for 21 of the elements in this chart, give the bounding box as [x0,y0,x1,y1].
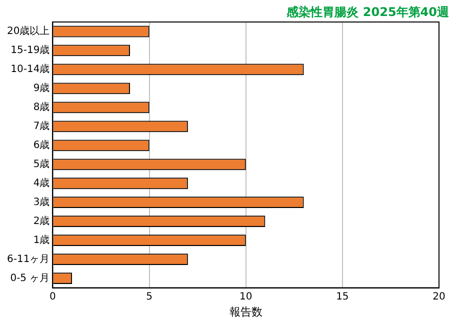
y-tick-label: 1歳 [33,234,50,246]
x-tick-label: 10 [239,291,252,302]
x-tick-label: 15 [336,291,349,302]
y-tick-label: 10-14歳 [10,63,50,76]
y-tick-label: 6歳 [33,139,50,151]
y-tick-label: 20歳以上 [6,25,50,38]
y-tick-label: 5歳 [33,158,50,170]
chart-title: 感染性胃腸炎 2025年第40週 [286,4,449,21]
y-tick-label: 7歳 [33,120,50,132]
x-tick-label: 5 [146,291,152,302]
y-tick-label: 9歳 [33,82,50,94]
x-tick-label: 20 [432,291,446,302]
x-tick-label: 0 [50,291,56,302]
y-tick-label: 3歳 [33,196,50,208]
y-tick-label: 0-5 ヶ月 [10,272,50,284]
y-tick-label: 4歳 [33,176,50,189]
y-tick-label: 8歳 [33,101,50,114]
y-tick-label: 15-19歳 [10,44,50,56]
y-tick-label: 2歳 [33,214,50,227]
y-tick-label: 6-11ヶ月 [7,254,50,265]
x-axis-title: 報告数 [229,305,262,318]
